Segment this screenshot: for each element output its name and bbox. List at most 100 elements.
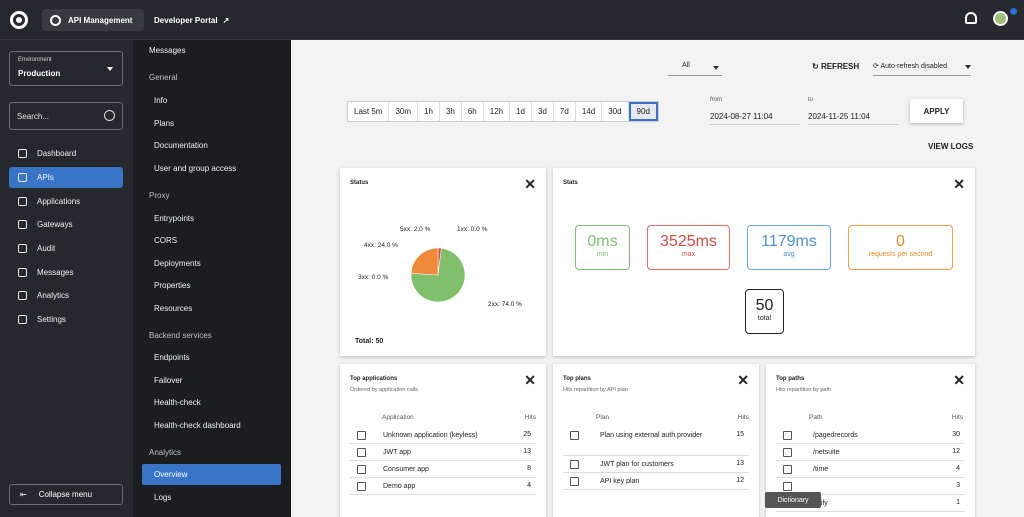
row-label: Consumer app bbox=[383, 466, 429, 473]
table-row: Plan using external auth provider 15 bbox=[563, 427, 749, 456]
stats-title: Stats bbox=[563, 180, 578, 186]
range-14d-button[interactable]: 14d bbox=[576, 102, 603, 121]
row-label: opify bbox=[813, 499, 963, 509]
stat-rps: 0 requests per second bbox=[848, 225, 953, 270]
main-content: All ↻ REFRESH ⟳ Auto-refresh disabled La… bbox=[291, 40, 1024, 517]
nav-audit[interactable]: Audit bbox=[9, 238, 123, 259]
cloud-icon bbox=[18, 173, 27, 182]
tooltip: Dictionary bbox=[765, 492, 821, 508]
top-applications-card: Top applications Ordered by application … bbox=[340, 364, 546, 517]
sub-plans[interactable]: Plans bbox=[154, 119, 175, 128]
sub-info[interactable]: Info bbox=[154, 96, 168, 105]
collapse-menu-button[interactable]: ⇤ Collapse menu bbox=[9, 484, 123, 505]
nav-applications[interactable]: Applications bbox=[9, 191, 123, 212]
refresh-icon: ↻ bbox=[812, 62, 821, 71]
sub-messages[interactable]: Messages bbox=[149, 46, 186, 55]
row-checkbox[interactable] bbox=[783, 431, 792, 440]
avatar[interactable] bbox=[993, 11, 1008, 26]
status-total: Total: 50 bbox=[355, 338, 384, 345]
nav-gateways[interactable]: Gateways bbox=[9, 214, 123, 235]
row-checkbox[interactable] bbox=[357, 448, 366, 457]
sub-deployments[interactable]: Deployments bbox=[154, 259, 201, 268]
range-30d-button[interactable]: 30d bbox=[602, 102, 629, 121]
environment-value: Production bbox=[18, 69, 61, 78]
filter-select[interactable]: All bbox=[668, 62, 722, 76]
row-checkbox[interactable] bbox=[570, 477, 579, 486]
range-3h-button[interactable]: 3h bbox=[440, 102, 462, 121]
collapse-icon: ⇤ bbox=[20, 490, 27, 499]
sub-user-access[interactable]: User and group access bbox=[154, 164, 237, 173]
range-7d-button[interactable]: 7d bbox=[554, 102, 576, 121]
close-icon[interactable]: ✕ bbox=[953, 372, 965, 388]
sub-failover[interactable]: Failover bbox=[154, 376, 183, 385]
sub-health-check[interactable]: Health-check bbox=[154, 398, 201, 407]
view-logs-button[interactable]: VIEW LOGS bbox=[928, 142, 974, 151]
settings-icon bbox=[18, 315, 27, 324]
row-hits: 4 bbox=[956, 465, 960, 472]
auto-refresh-select[interactable]: ⟳ Auto-refresh disabled bbox=[873, 62, 971, 76]
search-icon bbox=[104, 110, 115, 121]
range-1h-button[interactable]: 1h bbox=[418, 102, 440, 121]
close-icon[interactable]: ✕ bbox=[953, 176, 965, 192]
apply-button[interactable]: APPLY bbox=[910, 99, 963, 123]
refresh-button[interactable]: ↻ REFRESH bbox=[812, 62, 860, 71]
sub-documentation[interactable]: Documentation bbox=[154, 141, 208, 150]
table-row: /time 4 bbox=[776, 461, 965, 478]
from-date-input[interactable]: 2024-08-27 11:04 bbox=[710, 112, 800, 125]
nav-messages[interactable]: Messages bbox=[9, 262, 123, 283]
developer-portal-link[interactable]: Developer Portal ↗ bbox=[154, 15, 230, 25]
nav-dashboard[interactable]: Dashboard bbox=[9, 143, 123, 164]
api-management-button[interactable]: API Management bbox=[42, 9, 144, 31]
label-3xx: 3xx: 0.0 % bbox=[358, 274, 389, 281]
row-hits: 4 bbox=[527, 482, 531, 489]
gateway-icon bbox=[18, 220, 27, 229]
to-date-input[interactable]: 2024-11-25 11:04 bbox=[808, 112, 898, 125]
sub-endpoints[interactable]: Endpoints bbox=[154, 353, 190, 362]
row-checkbox[interactable] bbox=[357, 465, 366, 474]
close-icon[interactable]: ✕ bbox=[524, 372, 536, 388]
search-input[interactable]: Search... bbox=[9, 102, 123, 130]
sub-overview[interactable]: Overview bbox=[154, 470, 188, 479]
row-checkbox[interactable] bbox=[570, 431, 579, 440]
nav-settings[interactable]: Settings bbox=[9, 309, 123, 330]
pie-slice-4xx[interactable] bbox=[410, 247, 439, 276]
section-backend: Backend services bbox=[149, 331, 212, 340]
sub-cors[interactable]: CORS bbox=[154, 236, 178, 245]
caret-down-icon bbox=[107, 67, 113, 71]
sub-entrypoints[interactable]: Entrypoints bbox=[154, 214, 195, 223]
bell-icon[interactable] bbox=[965, 12, 977, 24]
close-icon[interactable]: ✕ bbox=[737, 372, 749, 388]
section-general: General bbox=[149, 73, 178, 82]
row-checkbox[interactable] bbox=[783, 465, 792, 474]
row-label: Unknown application (keyless) bbox=[383, 432, 478, 439]
row-hits: 13 bbox=[523, 448, 531, 455]
primary-sidebar: Environment Production Search... Dashboa… bbox=[0, 40, 133, 517]
top-bar: API Management Developer Portal ↗ bbox=[0, 0, 1024, 40]
sub-health-check-dashboard[interactable]: Health-check dashboard bbox=[154, 421, 241, 430]
row-checkbox[interactable] bbox=[783, 482, 792, 491]
environment-select[interactable]: Environment Production bbox=[9, 51, 123, 86]
nav-apis[interactable]: APIs bbox=[9, 167, 123, 188]
sub-resources[interactable]: Resources bbox=[154, 304, 193, 313]
close-icon[interactable]: ✕ bbox=[524, 176, 536, 192]
row-checkbox[interactable] bbox=[570, 460, 579, 469]
sub-overview-active[interactable] bbox=[142, 464, 281, 485]
range-12h-button[interactable]: 12h bbox=[484, 102, 511, 121]
range-90d-button[interactable]: 90d bbox=[628, 102, 658, 121]
range-3d-button[interactable]: 3d bbox=[532, 102, 554, 121]
section-analytics: Analytics bbox=[149, 448, 182, 457]
range-6h-button[interactable]: 6h bbox=[462, 102, 484, 121]
range-last5m-button[interactable]: Last 5m bbox=[348, 102, 390, 121]
row-checkbox[interactable] bbox=[357, 431, 366, 440]
row-hits: 3 bbox=[956, 482, 960, 489]
range-30m-button[interactable]: 30m bbox=[389, 102, 419, 121]
logo-icon[interactable] bbox=[10, 11, 28, 29]
row-hits: 13 bbox=[736, 460, 744, 467]
sub-properties[interactable]: Properties bbox=[154, 281, 191, 290]
row-hits: 15 bbox=[736, 431, 744, 438]
row-checkbox[interactable] bbox=[783, 448, 792, 457]
sub-logs[interactable]: Logs bbox=[154, 493, 172, 502]
range-1d-button[interactable]: 1d bbox=[510, 102, 533, 121]
row-checkbox[interactable] bbox=[357, 482, 366, 491]
nav-analytics[interactable]: Analytics bbox=[9, 285, 123, 306]
